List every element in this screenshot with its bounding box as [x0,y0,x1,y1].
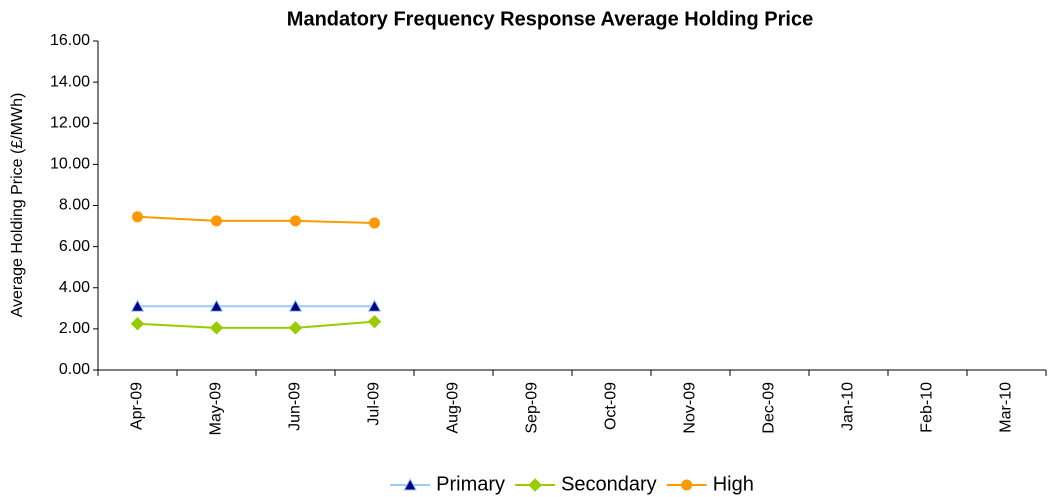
x-tick-label: Jul-09 [366,382,383,426]
y-axis-label: Average Holding Price (£/MWh) [9,93,26,318]
y-tick-label: 4.00 [59,279,90,296]
y-tick-label: 10.00 [50,156,90,173]
data-point [211,215,222,227]
legend-label: High [713,473,754,495]
data-point [367,299,382,312]
data-point [209,321,224,335]
legend-label: Primary [436,473,505,495]
data-point [288,299,303,312]
legend-marker [403,477,418,491]
x-tick-label: Aug-09 [445,382,462,434]
data-point [209,299,224,312]
x-tick-label: Sep-09 [524,382,541,434]
series-line [137,320,375,329]
y-tick-label: 0.00 [59,361,90,378]
x-tick-label: Nov-09 [682,382,699,434]
data-point [130,317,145,331]
y-tick-label: 16.00 [50,32,90,49]
legend-marker [528,478,542,492]
legend: Primary Secondary High [390,473,754,495]
y-tick-label: 6.00 [59,238,90,255]
x-tick-label: Apr-09 [129,382,146,430]
data-point [369,217,380,229]
chart-title: Mandatory Frequency Response Average Hol… [287,8,813,30]
y-tick-label: 8.00 [59,197,90,214]
x-tick-label: Mar-10 [998,382,1015,433]
x-tick-label: Jan-10 [840,382,857,431]
x-tick-label: Dec-09 [761,382,778,434]
series-line [137,215,375,224]
data-point [130,299,145,312]
data-point [288,321,303,335]
x-tick-label: May-09 [208,382,225,435]
y-tick-label: 14.00 [50,73,90,90]
y-tick-label: 2.00 [59,320,90,337]
data-point [132,211,143,223]
legend-marker [681,479,693,491]
x-tick-label: Oct-09 [603,382,620,430]
data-point [367,314,382,329]
data-point [290,215,301,227]
legend-label: Secondary [561,473,657,495]
x-tick-label: Jun-09 [287,382,304,431]
y-tick-label: 12.00 [50,114,90,131]
x-tick-label: Feb-10 [919,382,936,433]
